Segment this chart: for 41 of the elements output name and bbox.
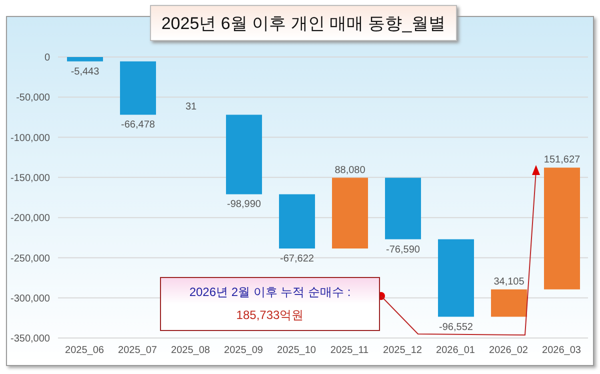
x-tick-label: 2025_09: [224, 345, 264, 356]
bar: [332, 178, 368, 248]
annotation: 2026년 2월 이후 누적 순매수 :: [189, 284, 351, 301]
data-label: 88,080: [334, 164, 366, 176]
y-tick-label: -150,000: [10, 172, 50, 184]
data-label: -5,443: [70, 66, 100, 78]
data-label: -96,552: [439, 322, 474, 333]
x-tick-label: 2025_12: [383, 345, 422, 356]
annotation: 185,733억원: [236, 307, 304, 324]
bar: [67, 57, 103, 62]
x-tick-label: 2026_01: [436, 345, 476, 356]
data-label: 34,105: [494, 276, 525, 288]
y-tick-label: -200,000: [10, 213, 50, 224]
x-tick-label: 2026_02: [489, 345, 528, 356]
bar: [544, 168, 580, 290]
data-label: -76,590: [386, 244, 420, 256]
x-tick-label: 2025_10: [277, 345, 316, 356]
bar: [279, 194, 315, 248]
bar: [438, 239, 474, 317]
x-tick-label: 2025_07: [118, 345, 158, 356]
bar: [120, 61, 156, 115]
data-label: 31: [185, 102, 197, 113]
callout-box: 2026년 2월 이후 누적 순매수 : 185,733억원: [160, 277, 380, 331]
y-tick-label: -350,000: [10, 334, 50, 345]
bar: [226, 114, 262, 194]
chart-title: 2025년 6월 이후 개인 매매 동향_월별: [150, 5, 457, 41]
x-tick-label: 2025_06: [65, 345, 104, 356]
x-tick-label: 2025_08: [171, 345, 210, 356]
data-label: -66,478: [121, 120, 156, 131]
y-tick-label: -50,000: [16, 92, 50, 104]
data-label: -67,622: [280, 253, 314, 264]
y-tick-label: -100,000: [10, 132, 50, 144]
y-tick-label: -300,000: [10, 293, 50, 304]
bar: [385, 178, 421, 240]
data-label: 151,627: [544, 154, 581, 166]
data-label: -98,990: [227, 199, 262, 210]
y-tick-label: 0: [44, 52, 50, 64]
x-tick-label: 2026_03: [542, 345, 582, 356]
x-tick-label: 2025_11: [330, 345, 370, 356]
bar: [491, 289, 527, 317]
y-tick-label: -250,000: [10, 253, 50, 264]
